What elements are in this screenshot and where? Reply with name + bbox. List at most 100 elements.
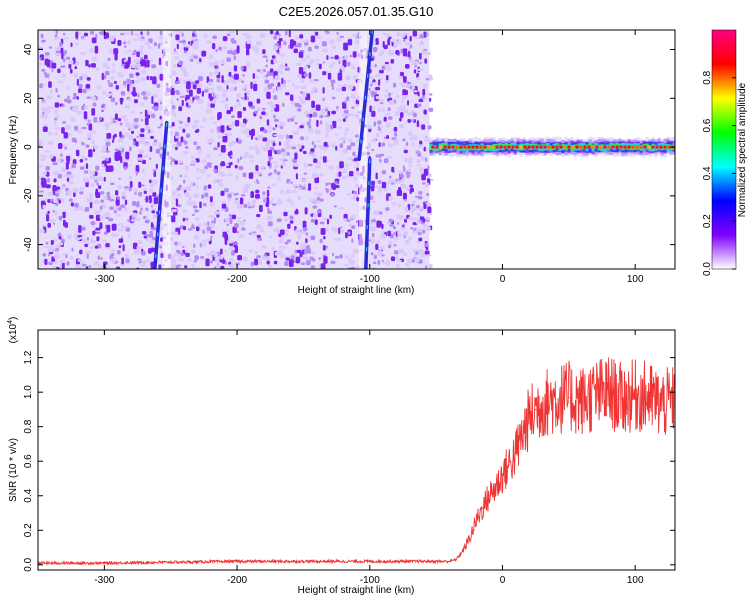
noise-cell bbox=[211, 220, 216, 224]
noise-cell bbox=[89, 214, 94, 219]
noise-cell bbox=[290, 255, 295, 260]
noise-cell bbox=[133, 249, 140, 255]
noise-cell bbox=[220, 144, 226, 153]
noise-cell bbox=[73, 233, 78, 239]
noise-cell bbox=[248, 101, 253, 107]
noise-cell bbox=[139, 111, 143, 115]
noise-cell bbox=[217, 142, 220, 148]
noise-cell bbox=[141, 248, 144, 252]
noise-cell bbox=[155, 148, 161, 154]
noise-cell bbox=[195, 158, 200, 163]
noise-cell bbox=[403, 167, 406, 172]
noise-cell bbox=[267, 139, 274, 143]
noise-cell bbox=[104, 32, 109, 39]
noise-cell bbox=[393, 232, 397, 235]
noise-cell bbox=[267, 161, 271, 167]
noise-cell bbox=[276, 218, 282, 223]
noise-cell bbox=[302, 227, 308, 232]
noise-cell bbox=[284, 232, 289, 237]
noise-cell bbox=[245, 48, 250, 56]
noise-cell bbox=[205, 108, 212, 114]
noise-cell bbox=[234, 223, 239, 228]
snr-data-point bbox=[568, 396, 570, 398]
noise-cell bbox=[339, 161, 344, 169]
noise-cell bbox=[175, 198, 179, 207]
noise-cell bbox=[310, 148, 315, 153]
noise-cell bbox=[115, 199, 120, 206]
noise-cell bbox=[76, 38, 79, 41]
noise-cell bbox=[63, 219, 66, 227]
noise-cell bbox=[237, 254, 242, 261]
noise-cell bbox=[309, 251, 316, 255]
noise-cell bbox=[420, 253, 426, 258]
noise-cell bbox=[302, 179, 307, 183]
noise-cell bbox=[382, 40, 385, 48]
noise-cell bbox=[248, 249, 253, 253]
noise-cell bbox=[404, 240, 410, 245]
noise-cell bbox=[88, 197, 93, 203]
noise-cell bbox=[75, 149, 80, 157]
noise-cell bbox=[121, 225, 128, 229]
x-tick-label: -300 bbox=[94, 575, 114, 586]
noise-cell bbox=[377, 180, 382, 184]
noise-cell bbox=[297, 104, 302, 108]
noise-cell bbox=[149, 184, 154, 188]
snr-data-point bbox=[621, 398, 623, 400]
noise-cell bbox=[88, 124, 93, 131]
noise-cell bbox=[254, 110, 258, 114]
noise-cell bbox=[375, 95, 380, 100]
noise-cell bbox=[193, 55, 198, 59]
noise-cell bbox=[390, 38, 396, 43]
noise-cell bbox=[91, 63, 96, 68]
noise-cell bbox=[93, 117, 98, 123]
noise-cell bbox=[183, 140, 188, 145]
noise-cell bbox=[279, 64, 284, 69]
noise-cell bbox=[347, 61, 351, 67]
y-tick-label: 0.2 bbox=[23, 523, 34, 537]
noise-cell bbox=[385, 207, 390, 211]
noise-cell bbox=[234, 192, 239, 195]
noise-cell bbox=[260, 127, 265, 132]
noise-cell bbox=[284, 30, 288, 36]
noise-cell bbox=[91, 108, 96, 116]
noise-cell bbox=[220, 190, 225, 196]
noise-cell bbox=[313, 192, 317, 195]
noise-cell bbox=[271, 247, 275, 250]
noise-cell bbox=[423, 146, 426, 152]
noise-cell bbox=[271, 183, 276, 187]
noise-cell bbox=[192, 31, 196, 34]
noise-cell bbox=[201, 50, 207, 57]
noise-cell bbox=[237, 158, 240, 163]
noise-cell bbox=[404, 158, 408, 162]
noise-cell bbox=[338, 227, 341, 235]
noise-cell bbox=[216, 78, 220, 83]
noise-cell bbox=[84, 243, 88, 248]
noise-cell bbox=[328, 165, 335, 170]
noise-cell bbox=[236, 93, 241, 99]
noise-cell bbox=[137, 258, 142, 261]
noise-cell bbox=[186, 89, 190, 94]
noise-cell bbox=[56, 255, 62, 258]
noise-cell bbox=[278, 134, 284, 140]
noise-cell bbox=[307, 128, 314, 133]
noise-cell bbox=[330, 261, 336, 264]
noise-cell bbox=[416, 164, 422, 167]
noise-cell bbox=[397, 249, 404, 254]
noise-cell bbox=[400, 226, 405, 231]
noise-cell bbox=[153, 197, 159, 205]
noise-cell bbox=[61, 104, 65, 107]
noise-cell bbox=[378, 142, 381, 148]
noise-cell bbox=[300, 85, 307, 89]
noise-cell bbox=[41, 97, 45, 103]
noise-cell bbox=[240, 97, 244, 100]
noise-cell bbox=[331, 86, 335, 90]
noise-cell bbox=[368, 239, 371, 242]
noise-cell bbox=[412, 112, 417, 118]
noise-cell bbox=[123, 206, 128, 212]
noise-cell bbox=[271, 55, 276, 59]
noise-cell bbox=[331, 110, 336, 115]
noise-cell bbox=[242, 107, 247, 111]
snr-data-point bbox=[634, 395, 636, 397]
noise-cell bbox=[332, 120, 337, 129]
noise-cell bbox=[175, 146, 178, 151]
